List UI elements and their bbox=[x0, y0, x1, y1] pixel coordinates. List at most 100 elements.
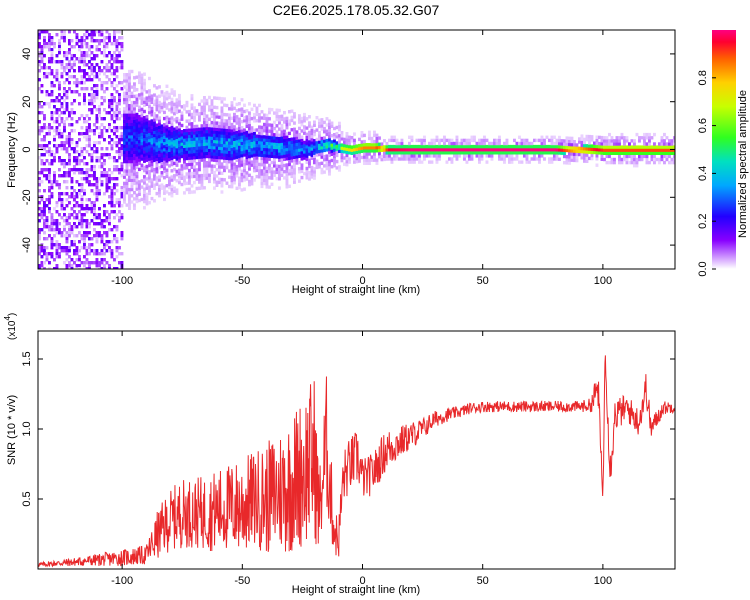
heatmap-cell bbox=[83, 189, 86, 193]
heatmap-cell bbox=[48, 171, 51, 175]
heatmap-cell bbox=[125, 110, 129, 114]
heatmap-cell bbox=[393, 135, 396, 139]
heatmap-cell bbox=[305, 117, 309, 121]
heatmap-cell bbox=[423, 157, 426, 161]
heatmap-cell bbox=[158, 166, 161, 170]
heatmap-cell bbox=[140, 107, 144, 112]
heatmap-cell bbox=[333, 151, 336, 155]
heatmap-cell bbox=[88, 246, 91, 250]
heatmap-cell bbox=[578, 146, 581, 150]
heatmap-cell bbox=[270, 123, 274, 127]
heatmap-cell bbox=[60, 141, 64, 145]
heatmap-cell bbox=[43, 189, 46, 193]
heatmap-cell bbox=[350, 139, 354, 143]
heatmap-cell bbox=[143, 97, 146, 101]
heatmap-cell bbox=[158, 110, 161, 114]
heatmap-cell bbox=[325, 160, 329, 164]
heatmap-cell bbox=[108, 102, 111, 106]
heatmap-cell bbox=[185, 141, 189, 145]
heatmap-cell bbox=[668, 145, 671, 149]
heatmap-cell bbox=[255, 140, 259, 145]
heatmap-cell bbox=[118, 108, 121, 112]
heatmap-cell bbox=[518, 151, 521, 155]
heatmap-cell bbox=[418, 148, 421, 152]
heatmap-cell bbox=[83, 51, 86, 55]
heatmap-cell bbox=[315, 116, 319, 120]
heatmap-cell bbox=[190, 190, 194, 194]
heatmap-cell bbox=[58, 228, 61, 232]
heatmap-cell bbox=[263, 122, 266, 127]
heatmap-cell bbox=[73, 261, 76, 265]
heatmap-cell bbox=[210, 136, 214, 140]
heatmap-cell bbox=[125, 163, 129, 167]
heatmap-cell bbox=[38, 78, 41, 82]
heatmap-cell bbox=[103, 51, 106, 55]
heatmap-cell bbox=[75, 264, 79, 268]
heatmap-cell bbox=[200, 180, 204, 184]
heatmap-cell bbox=[165, 90, 169, 95]
heatmap-cell bbox=[128, 91, 131, 95]
heatmap-cell bbox=[395, 144, 399, 149]
heatmap-cell bbox=[163, 144, 166, 149]
heatmap-cell bbox=[75, 78, 79, 82]
heatmap-cell bbox=[188, 128, 191, 132]
heatmap-cell bbox=[400, 157, 404, 161]
heatmap-cell bbox=[73, 222, 76, 226]
heatmap-cell bbox=[208, 139, 211, 143]
heatmap-cell bbox=[490, 148, 494, 152]
heatmap-cell bbox=[583, 143, 586, 148]
heatmap-cell bbox=[190, 97, 194, 101]
heatmap-cell bbox=[133, 159, 136, 164]
heatmap-cell bbox=[300, 175, 304, 180]
heatmap-cell bbox=[330, 143, 334, 147]
heatmap-cell bbox=[263, 150, 266, 155]
heatmap-cell bbox=[108, 39, 111, 43]
heatmap-cell bbox=[518, 148, 521, 152]
heatmap-cell bbox=[205, 98, 209, 103]
heatmap-cell bbox=[55, 69, 59, 73]
heatmap-cell bbox=[105, 219, 109, 223]
heatmap-cell bbox=[463, 138, 466, 143]
heatmap-cell bbox=[100, 162, 104, 166]
heatmap-cell bbox=[85, 180, 89, 184]
heatmap-cell bbox=[265, 141, 269, 146]
heatmap-cell bbox=[315, 150, 319, 154]
heatmap-cell bbox=[503, 141, 506, 146]
heatmap-cell bbox=[108, 177, 111, 181]
heatmap-cell bbox=[173, 155, 176, 159]
heatmap-cell bbox=[588, 144, 591, 148]
heatmap-cell bbox=[665, 154, 669, 159]
heatmap-cell bbox=[88, 117, 91, 121]
heatmap-cell bbox=[73, 156, 76, 160]
heatmap-cell bbox=[110, 117, 114, 121]
heatmap-cell bbox=[285, 116, 289, 121]
heatmap-cell bbox=[215, 127, 219, 131]
heatmap-cell bbox=[95, 198, 99, 202]
heatmap-cell bbox=[253, 116, 256, 120]
heatmap-cell bbox=[155, 86, 159, 90]
heatmap-cell bbox=[498, 135, 501, 139]
heatmap-cell bbox=[290, 140, 294, 144]
heatmap-cell bbox=[203, 164, 206, 168]
heatmap-cell bbox=[53, 234, 56, 238]
heatmap-cell bbox=[398, 144, 401, 149]
heatmap-cell bbox=[125, 125, 129, 130]
heatmap-cell bbox=[458, 144, 461, 149]
heatmap-cell bbox=[525, 160, 529, 164]
heatmap-cell bbox=[90, 36, 94, 40]
heatmap-cell bbox=[83, 135, 86, 139]
heatmap-cell bbox=[38, 33, 41, 37]
heatmap-cell bbox=[543, 148, 546, 152]
heatmap-cell bbox=[255, 153, 259, 157]
heatmap-cell bbox=[365, 143, 369, 147]
heatmap-cell bbox=[360, 149, 364, 153]
heatmap-cell bbox=[338, 137, 341, 141]
heatmap-cell bbox=[190, 174, 194, 179]
heatmap-cell bbox=[135, 184, 139, 188]
heatmap-cell bbox=[553, 151, 556, 155]
heatmap-cell bbox=[110, 81, 114, 85]
heatmap-cell bbox=[283, 151, 286, 155]
heatmap-cell bbox=[103, 36, 106, 40]
heatmap-cell bbox=[375, 149, 379, 153]
heatmap-cell bbox=[110, 114, 114, 118]
